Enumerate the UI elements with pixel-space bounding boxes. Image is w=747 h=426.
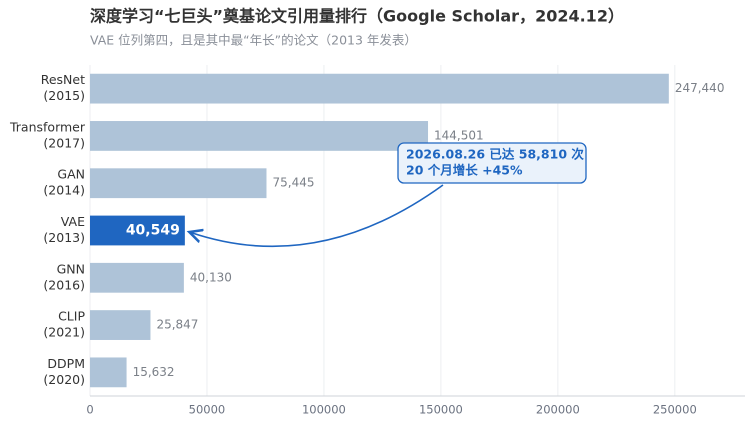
- y-tick-label: (2016): [43, 277, 85, 292]
- y-tick-label: CLIP: [58, 309, 85, 324]
- y-tick-label: (2017): [43, 135, 85, 150]
- x-tick-label: 200000: [536, 403, 580, 417]
- value-label: 40,130: [190, 270, 232, 284]
- annotation-text: 20 个月增长 +45%: [406, 163, 523, 178]
- bar: [90, 262, 184, 293]
- annotation-text: 2026.08.26 已达 58,810 次: [406, 147, 584, 162]
- y-tick-label: DDPM: [47, 356, 85, 371]
- x-tick-label: 0: [86, 403, 93, 417]
- chart-subtitle: VAE 位列第四，且是其中最“年长”的论文（2013 年发表）: [90, 33, 417, 48]
- x-tick-label: 250000: [653, 403, 697, 417]
- bar: [90, 215, 185, 246]
- value-label: 15,632: [133, 365, 175, 379]
- bar: [90, 310, 151, 340]
- y-tick-label: Transformer: [9, 119, 86, 134]
- x-tick-label: 100000: [302, 403, 346, 417]
- y-tick-label: ResNet: [41, 72, 85, 87]
- x-tick-label: 150000: [419, 403, 463, 417]
- y-tick-label: VAE: [61, 214, 85, 229]
- bar: [90, 168, 267, 199]
- y-tick-label: (2020): [43, 372, 85, 387]
- y-tick-label: GAN: [57, 167, 85, 182]
- annotation-box: [397, 142, 587, 184]
- value-label: 75,445: [272, 176, 314, 190]
- bar: [90, 357, 127, 388]
- bar: [90, 73, 669, 104]
- value-label: 40,549: [126, 223, 180, 239]
- y-tick-label: (2021): [43, 325, 85, 340]
- y-tick-label: GNN: [57, 261, 85, 276]
- value-label: 247,440: [675, 81, 725, 95]
- annotation-arrow: [191, 184, 444, 248]
- bar: [90, 121, 429, 151]
- y-tick-label: (2014): [43, 183, 85, 198]
- y-tick-label: (2013): [43, 230, 85, 245]
- y-tick-label: (2015): [43, 88, 85, 103]
- x-tick-label: 50000: [189, 403, 226, 417]
- value-label: 25,847: [156, 318, 198, 332]
- value-label: 144,501: [434, 128, 484, 142]
- chart-title: 深度学习“七巨头”奠基论文引用量排行（Google Scholar，2024.1…: [90, 7, 624, 26]
